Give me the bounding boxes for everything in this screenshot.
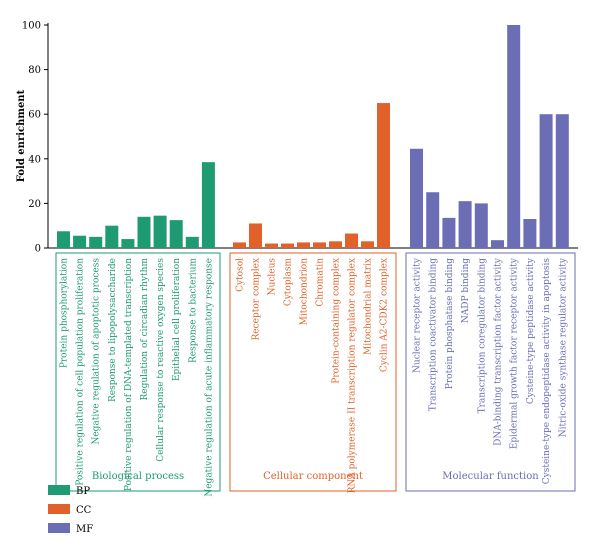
x-tick-label: Cyclin A2-CDK2 complex bbox=[380, 258, 390, 372]
bar-cc bbox=[233, 242, 246, 248]
x-tick-label: Cytoplasm bbox=[284, 258, 294, 307]
bar-cc bbox=[313, 242, 326, 248]
bar-bp bbox=[137, 216, 151, 248]
bar-cc bbox=[265, 243, 278, 248]
y-tick-label: 60 bbox=[28, 110, 41, 121]
bar-cc bbox=[297, 242, 310, 248]
bar-mf bbox=[491, 240, 504, 248]
legend-label-mf: MF bbox=[76, 524, 93, 535]
group-label-cc: Cellular component bbox=[263, 471, 363, 482]
x-tick-label: RNA polymerase II transcription regulato… bbox=[348, 258, 358, 493]
bar-cc bbox=[329, 241, 342, 248]
x-tick-label: Nuclear receptor activity bbox=[413, 257, 423, 373]
x-tick-label: Mitochondrial matrix bbox=[364, 258, 374, 355]
x-tick-label: Nitric-oxide synthase regulator activity bbox=[558, 257, 568, 437]
x-tick-label: Transcription coregulator binding bbox=[477, 258, 487, 414]
bar-bp bbox=[169, 220, 183, 248]
legend-swatch-mf bbox=[48, 523, 70, 533]
bar-mf bbox=[442, 217, 456, 248]
x-tick-label: Cysteine-type peptidase activity bbox=[526, 257, 536, 404]
bar-bp bbox=[105, 225, 119, 248]
x-tick-label: Protein-containing complex bbox=[332, 258, 342, 384]
bar-bp bbox=[57, 231, 70, 248]
legend-label-bp: BP bbox=[76, 486, 90, 497]
x-tick-label: Epidermal growth factor receptor activit… bbox=[510, 257, 520, 449]
bar-mf bbox=[458, 201, 472, 248]
x-tick-label: Epithelial cell proliferation bbox=[172, 258, 182, 381]
bar-cc bbox=[249, 223, 262, 248]
bar-mf bbox=[555, 114, 569, 248]
legend-swatch-cc bbox=[48, 504, 70, 514]
x-tick-label: Response to bacterium bbox=[188, 258, 198, 363]
bar-bp bbox=[73, 235, 87, 248]
legend-label-cc: CC bbox=[76, 505, 92, 516]
y-tick-label: 100 bbox=[22, 21, 41, 32]
group-label-bp: Biological process bbox=[92, 471, 184, 482]
x-tick-label: Cysteine-type endopeptidase activity in … bbox=[542, 258, 552, 485]
bar-mf bbox=[539, 114, 553, 248]
bar-mf bbox=[426, 192, 440, 248]
x-tick-label: Protein phosphorylation bbox=[60, 258, 70, 368]
bar-bp bbox=[89, 236, 103, 248]
bar-cc bbox=[345, 233, 358, 248]
y-tick-label: 80 bbox=[28, 65, 41, 76]
bar-mf bbox=[474, 203, 488, 248]
x-tick-label: Mitochondrion bbox=[300, 258, 310, 326]
bar-bp bbox=[153, 215, 167, 248]
legend-swatch-bp bbox=[48, 485, 70, 495]
x-tick-label: Negative regulation of apoptotic process bbox=[92, 258, 102, 445]
x-tick-label: Chromatin bbox=[316, 258, 326, 307]
group-box-mf bbox=[405, 252, 576, 492]
y-tick-label: 40 bbox=[28, 154, 41, 165]
x-tick-label: NADP binding bbox=[461, 258, 471, 323]
x-tick-label: Transcription coactivator binding bbox=[429, 258, 439, 412]
x-tick-label: Nucleus bbox=[268, 258, 278, 296]
x-tick-label: DNA-binding transcription factor activit… bbox=[494, 257, 504, 446]
bar-bp bbox=[121, 239, 135, 248]
group-box-cc bbox=[229, 252, 397, 492]
x-tick-label: Response to lipopolysaccharide bbox=[108, 258, 118, 402]
bar-mf bbox=[523, 219, 537, 248]
bar-cc bbox=[377, 103, 390, 248]
bar-mf bbox=[507, 25, 521, 248]
y-tick-label: 20 bbox=[28, 199, 41, 210]
y-tick-label: 0 bbox=[35, 244, 41, 255]
x-tick-label: Negative regulation of acute inflammator… bbox=[204, 258, 214, 497]
x-tick-label: Positive regulation of cell population p… bbox=[76, 258, 86, 486]
bar-cc bbox=[361, 241, 374, 248]
group-box-bp bbox=[55, 252, 221, 492]
x-tick-label: Protein phosphatase binding bbox=[445, 258, 455, 389]
bar-bp bbox=[201, 162, 215, 248]
bar-mf bbox=[410, 148, 423, 248]
x-tick-label: Cytosol bbox=[236, 258, 246, 292]
bar-bp bbox=[185, 236, 199, 248]
x-tick-label: Regulation of circadian rhythm bbox=[140, 258, 150, 401]
group-label-mf: Molecular function bbox=[442, 471, 539, 482]
x-tick-label: Positive regulation of DNA-templated tra… bbox=[124, 258, 134, 491]
bar-cc bbox=[281, 243, 294, 248]
x-tick-label: Receptor complex bbox=[252, 258, 262, 340]
x-tick-label: Cellular response to reactive oxygen spe… bbox=[156, 258, 166, 462]
y-axis-label: Fold enrichment bbox=[16, 89, 27, 182]
